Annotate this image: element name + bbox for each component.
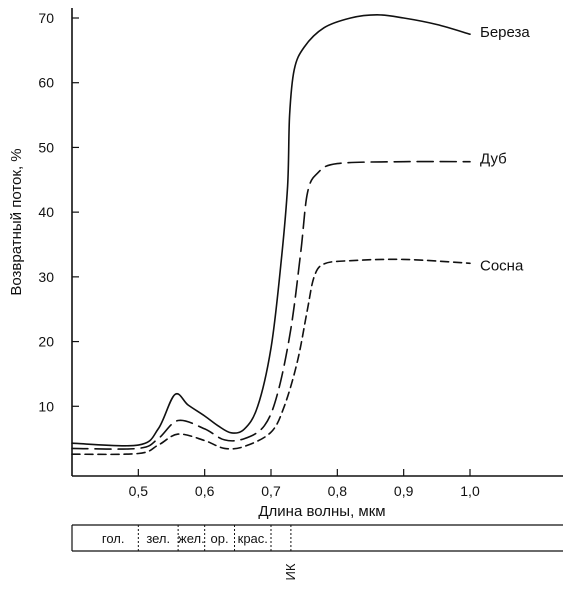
- y-axis-title: Возвратный поток, %: [8, 148, 25, 295]
- series-line-2: [71, 160, 471, 450]
- y-tick-label: 10: [38, 398, 54, 414]
- spectral-band-strip: гол. зел. жел. ор. крас. ИК: [71, 524, 563, 580]
- band-label-ir: ИК: [283, 563, 298, 580]
- x-axis-ticks: 0,5 0,6 0,7 0,8 0,9 1,0: [129, 469, 480, 499]
- series-label-3: Сосна: [480, 257, 524, 274]
- series-label-1: Береза: [480, 24, 530, 41]
- y-tick-label: 20: [38, 334, 54, 350]
- band-label-2: зел.: [146, 531, 170, 546]
- y-tick-label: 50: [38, 139, 54, 155]
- x-tick-label: 0,6: [195, 483, 215, 499]
- x-tick-label: 0,5: [129, 483, 149, 499]
- series-lines: [71, 14, 471, 456]
- band-label-1: гол.: [102, 531, 125, 546]
- x-axis-title: Длина волны, мкм: [258, 503, 385, 520]
- band-label-4: ор.: [211, 531, 229, 546]
- series-line-3: [71, 258, 471, 456]
- y-tick-label: 40: [38, 204, 54, 220]
- x-tick-label: 0,9: [394, 483, 414, 499]
- x-tick-label: 0,8: [328, 483, 348, 499]
- series-labels: Береза Дуб Сосна: [480, 24, 530, 274]
- series-line-1: [71, 14, 471, 447]
- x-tick-label: 1,0: [460, 483, 480, 499]
- y-axis-ticks: 10 20 30 40 50 60 70: [38, 10, 79, 414]
- series-label-2: Дуб: [480, 151, 507, 168]
- y-tick-label: 60: [38, 75, 54, 91]
- y-tick-label: 70: [38, 10, 54, 26]
- band-label-3: жел.: [178, 531, 205, 546]
- x-tick-label: 0,7: [261, 483, 281, 499]
- y-tick-label: 30: [38, 269, 54, 285]
- band-label-5: крас.: [238, 531, 268, 546]
- axes: [71, 8, 563, 477]
